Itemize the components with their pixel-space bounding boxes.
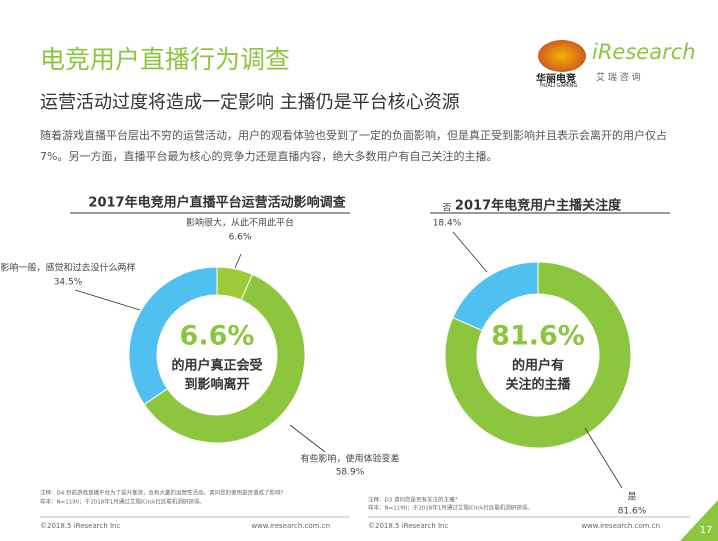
slice-value: 18.4%	[433, 219, 462, 229]
logo-left: 华丽电竞	[536, 74, 576, 85]
note: 样本：N=1190；于2018年1月通过艾瑞iClick社区联机调研获得。	[368, 504, 533, 512]
page-title: 电竞用户直播行为调查	[40, 45, 291, 74]
leader-line	[584, 427, 623, 489]
url: www.iresearch.com.cn	[251, 522, 330, 530]
donut-slice	[128, 266, 218, 406]
copyright: ©2018.5 iResearch Inc	[368, 522, 448, 530]
center-value: 81.6%	[491, 321, 585, 352]
leader-line	[74, 289, 141, 311]
donut-slice	[444, 261, 632, 449]
slice-value: 58.9%	[336, 468, 365, 478]
slice-value: 34.5%	[54, 278, 83, 288]
logo-left-sub: HUALI GAMING	[540, 83, 578, 89]
logo-mark	[538, 40, 586, 72]
slice-value: 6.6%	[229, 233, 252, 243]
leader-line	[234, 253, 242, 269]
note: 注释：D3.请问您是否有关注的主播？	[368, 496, 460, 504]
chart-title: 2017年电竞用户直播平台运营活动影响调查	[88, 195, 346, 211]
center-value: 6.6%	[180, 321, 255, 352]
donut-slice	[452, 261, 539, 332]
note: 样本：N=1190；于2018年1月通过艾瑞iClick社区联机调研获得。	[40, 498, 205, 506]
donut-slice	[143, 273, 306, 444]
slice-label: 否	[442, 203, 451, 214]
center-text: 关注的主播	[505, 377, 571, 393]
subtitle: 运营活动过度将造成一定影响 主播仍是平台核心资源	[40, 92, 460, 113]
chart-title: 2017年电竞用户主播关注度	[455, 198, 622, 214]
body-text: 随着游戏直播平台层出不穷的运营活动，用户的观看体验也受到了一定的负面影响，但是真…	[40, 129, 667, 163]
corner	[680, 500, 718, 541]
center-text: 的用户真正会受	[171, 358, 262, 374]
slice-label: 有些影响，使用体验变差	[300, 453, 399, 465]
slice-label: 影响很大，从此不用此平台	[186, 217, 294, 229]
logo-right-sub: 艾 瑞 咨 询	[596, 73, 641, 83]
logo-right: iResearch	[592, 40, 696, 64]
slice-label: 影响一般，感觉和过去没什么两样	[0, 262, 135, 274]
leader-line	[452, 231, 488, 273]
url: www.iresearch.com.cn	[581, 522, 660, 530]
copyright: ©2018.5 iResearch Inc	[40, 522, 120, 530]
page-number: 17	[700, 525, 713, 536]
leader-line	[289, 424, 326, 453]
note: 注释：D4.目前游戏直播平台为了提升客流，会有大量的运营性活动，请问您的使用是否…	[40, 489, 286, 497]
center-text: 的用户有	[512, 358, 564, 374]
slice-label: 是	[627, 492, 636, 503]
center-text: 到影响离开	[184, 377, 249, 393]
slice-value: 81.6%	[618, 507, 647, 517]
